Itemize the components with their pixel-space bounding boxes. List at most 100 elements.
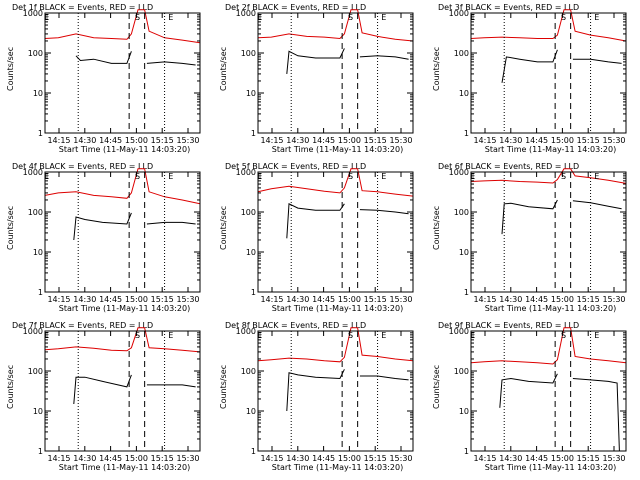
y-tick-label: 1 [38,129,43,138]
y-tick-label: 1000 [236,327,256,336]
x-tick-label: 15:30 [389,136,412,145]
panel-title: Det 4f BLACK = Events, RED = LLD [12,162,153,171]
x-axis-label: Start Time (11-May-11 14:03:20) [272,463,403,472]
x-tick-label: 15:15 [364,454,387,463]
y-tick-label: 100 [241,367,256,376]
events-series-line [286,369,409,412]
marker-E-start: E [257,13,262,22]
y-tick-label: 10 [246,89,256,98]
x-tick-label: 14:45 [525,136,548,145]
y-tick-label: 10 [246,248,256,257]
y-axis-label: Counts/sec [432,206,441,250]
x-tick-label: 14:15 [47,454,70,463]
x-axis-label: Start Time (11-May-11 14:03:20) [485,145,616,154]
y-tick-label: 10 [246,407,256,416]
y-tick-label: 1000 [23,9,43,18]
y-tick-label: 100 [454,208,469,217]
x-tick-label: 15:00 [125,454,148,463]
x-tick-label: 15:30 [389,454,412,463]
events-series-line [499,373,620,452]
y-tick-label: 1000 [236,168,256,177]
x-tick-label: 15:00 [338,454,361,463]
y-tick-label: 100 [454,49,469,58]
y-tick-label: 1 [251,129,256,138]
x-tick-label: 14:15 [473,454,496,463]
y-tick-label: 10 [33,248,43,257]
y-tick-label: 1000 [449,168,469,177]
marker-S: S [348,172,353,181]
events-series-line [73,212,196,241]
panel-title: Det 6f BLACK = Events, RED = LLD [438,162,579,171]
marker-E-end: E [381,13,386,22]
marker-E-start: E [44,13,49,22]
y-axis-label: Counts/sec [219,365,228,409]
y-tick-label: 1000 [449,327,469,336]
x-tick-label: 15:00 [125,295,148,304]
panel-title: Det 3f BLACK = Events, RED = LLD [438,3,579,12]
x-tick-label: 14:30 [499,454,522,463]
x-tick-label: 14:30 [286,295,309,304]
marker-S: S [561,172,566,181]
x-tick-label: 15:15 [364,295,387,304]
x-tick-label: 15:30 [602,454,625,463]
lld-series-line [257,168,414,197]
y-tick-label: 1 [464,288,469,297]
x-tick-label: 15:00 [551,454,574,463]
x-axis-label: Start Time (11-May-11 14:03:20) [485,304,616,313]
x-axis-label: Start Time (11-May-11 14:03:20) [59,304,190,313]
lld-series-line [257,327,414,363]
x-tick-label: 14:30 [286,136,309,145]
y-tick-label: 10 [459,248,469,257]
x-axis-label: Start Time (11-May-11 14:03:20) [272,145,403,154]
events-series-line [286,48,409,74]
events-series-line [286,203,409,239]
lld-series-line [257,9,414,42]
marker-S: S [135,331,140,340]
marker-E-end: E [381,172,386,181]
x-tick-label: 14:30 [73,136,96,145]
y-axis-label: Counts/sec [219,47,228,91]
events-series-line [501,199,622,235]
y-tick-label: 1000 [236,9,256,18]
plot-frame [44,12,201,134]
y-tick-label: 1000 [449,9,469,18]
x-tick-label: 14:15 [47,136,70,145]
events-series-line [75,51,196,66]
marker-E-end: E [594,331,599,340]
x-tick-label: 15:15 [151,454,174,463]
marker-E-end: E [381,331,386,340]
x-tick-label: 15:00 [338,136,361,145]
marker-S: S [561,13,566,22]
marker-E-start: E [257,172,262,181]
x-tick-label: 15:15 [577,295,600,304]
marker-E-start: E [44,331,49,340]
x-tick-label: 15:00 [551,295,574,304]
panel-title: Det 2f BLACK = Events, RED = LLD [225,3,366,12]
x-axis-label: Start Time (11-May-11 14:03:20) [59,463,190,472]
panel-title: Det 1f BLACK = Events, RED = LLD [12,3,153,12]
plot-frame [44,330,201,452]
x-axis-label: Start Time (11-May-11 14:03:20) [485,463,616,472]
x-tick-label: 14:45 [99,295,122,304]
x-tick-label: 14:45 [312,295,335,304]
lld-series-line [44,327,201,353]
y-tick-label: 100 [28,367,43,376]
x-tick-label: 14:45 [525,454,548,463]
marker-E-end: E [168,172,173,181]
y-axis-label: Counts/sec [219,206,228,250]
x-tick-label: 14:30 [73,454,96,463]
events-series-line [501,49,622,83]
y-tick-label: 1000 [23,327,43,336]
x-tick-label: 14:30 [499,136,522,145]
marker-E-start: E [257,331,262,340]
lld-series-line [470,327,627,365]
x-tick-label: 15:30 [176,454,199,463]
y-tick-label: 10 [459,407,469,416]
x-tick-label: 14:15 [473,295,496,304]
lld-series-line [470,168,627,184]
